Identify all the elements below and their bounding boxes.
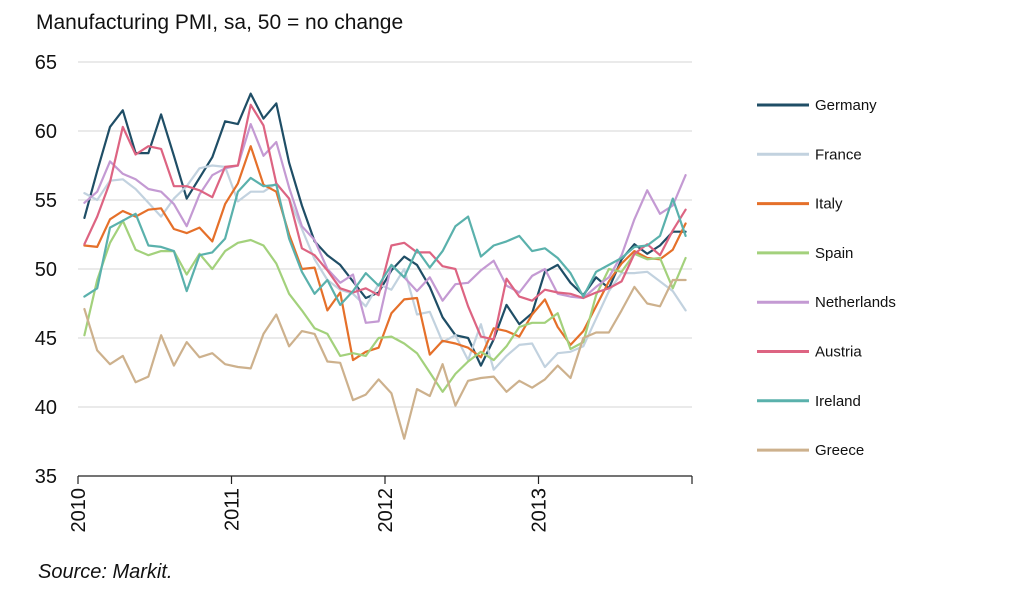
series-line-greece bbox=[83, 278, 687, 440]
axes: 35 40 45 50 55 60 65 2010 2011 2012 2013 bbox=[35, 52, 693, 533]
y-tick-label: 55 bbox=[35, 190, 57, 212]
series-line-ireland bbox=[83, 176, 687, 306]
y-tick-label: 50 bbox=[35, 259, 57, 281]
legend-label: Ireland bbox=[815, 393, 861, 410]
legend: Germany France Italy Spain Netherlands Austri… bbox=[757, 97, 896, 459]
legend-label: Spain bbox=[815, 245, 853, 262]
chart-title: Manufacturing PMI, sa, 50 = no change bbox=[36, 11, 404, 34]
legend-label: France bbox=[815, 146, 862, 163]
series-line-italy bbox=[83, 145, 687, 362]
legend-label: Italy bbox=[815, 196, 843, 213]
series-line-austria bbox=[83, 103, 687, 341]
legend-label: Germany bbox=[815, 97, 877, 114]
x-tick-label: 2011 bbox=[222, 488, 244, 531]
y-tick-label: 45 bbox=[35, 328, 57, 350]
legend-label: Greece bbox=[815, 442, 864, 459]
series-line-france bbox=[83, 164, 687, 371]
chart-source: Source: Markit. bbox=[38, 561, 173, 583]
y-tick-label: 60 bbox=[35, 121, 57, 143]
series-line-spain bbox=[83, 219, 687, 393]
x-tick-label: 2012 bbox=[375, 488, 397, 533]
x-tick-label: 2013 bbox=[529, 488, 551, 533]
y-tick-label: 40 bbox=[35, 397, 57, 419]
x-tick-label: 2010 bbox=[68, 488, 90, 533]
series-lines bbox=[83, 92, 687, 440]
legend-label: Austria bbox=[815, 344, 862, 361]
legend-label: Netherlands bbox=[815, 294, 896, 311]
y-tick-label: 65 bbox=[35, 52, 57, 74]
y-tick-label: 35 bbox=[35, 466, 57, 488]
